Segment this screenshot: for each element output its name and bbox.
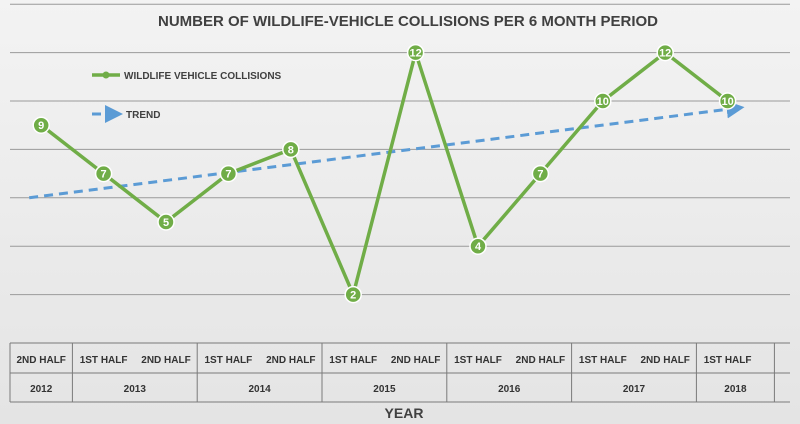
year-label: 2015 bbox=[373, 384, 396, 395]
data-label: 7 bbox=[537, 169, 543, 181]
data-point bbox=[219, 164, 238, 183]
x-axis-title: YEAR bbox=[385, 405, 424, 421]
half-label: 2ND HALF bbox=[391, 355, 440, 366]
data-point bbox=[157, 213, 175, 231]
legend-label-trend: TREND bbox=[126, 110, 160, 121]
half-label: 2ND HALF bbox=[141, 355, 190, 366]
year-label: 2017 bbox=[623, 384, 646, 395]
data-point bbox=[594, 92, 612, 110]
half-label: 1ST HALF bbox=[454, 355, 502, 366]
chart-title: NUMBER OF WILDLIFE-VEHICLE COLLISIONS PE… bbox=[158, 13, 658, 30]
year-label: 2014 bbox=[248, 384, 271, 395]
data-label: 12 bbox=[659, 48, 671, 60]
legend-label-collisions: WILDLIFE VEHICLE COLLISIONS bbox=[124, 71, 282, 82]
year-label: 2016 bbox=[498, 384, 521, 395]
year-label: 2012 bbox=[30, 384, 53, 395]
half-label: 1ST HALF bbox=[329, 355, 377, 366]
data-label: 12 bbox=[409, 48, 421, 60]
legend-marker-collisions bbox=[102, 71, 110, 79]
gridlines bbox=[10, 3, 790, 296]
data-point bbox=[282, 140, 300, 159]
half-label: 1ST HALF bbox=[704, 355, 752, 366]
data-label: 4 bbox=[475, 241, 482, 253]
category-axis: 2012 2013 2014 2015 2016 2017 2018 2ND HALF 1ST … bbox=[9, 342, 790, 403]
data-label: 5 bbox=[163, 217, 169, 229]
half-label: 2ND HALF bbox=[16, 355, 65, 366]
half-label: 2ND HALF bbox=[640, 355, 689, 366]
series-line bbox=[40, 50, 729, 297]
data-point bbox=[344, 285, 362, 304]
data-point bbox=[469, 237, 487, 255]
half-label: 2ND HALF bbox=[516, 355, 565, 366]
data-point bbox=[32, 116, 50, 134]
data-point bbox=[406, 43, 425, 62]
data-label: 7 bbox=[225, 169, 231, 181]
data-point bbox=[656, 43, 674, 62]
half-label: 2ND HALF bbox=[266, 355, 315, 366]
series-layer: 9 7 5 7 8 2 12 4 7 10 12 10 bbox=[29, 43, 745, 304]
half-label: 1ST HALF bbox=[579, 355, 627, 366]
half-label: 1ST HALF bbox=[205, 355, 253, 366]
data-label: 10 bbox=[721, 96, 733, 108]
half-label: 1ST HALF bbox=[80, 355, 128, 366]
data-label: 10 bbox=[597, 96, 609, 108]
data-point bbox=[94, 164, 113, 183]
trend-line bbox=[29, 100, 745, 200]
year-label: 2013 bbox=[124, 384, 147, 395]
data-label: 9 bbox=[38, 120, 44, 132]
legend: WILDLIFE VEHICLE COLLISIONS TREND bbox=[92, 71, 282, 123]
data-label: 7 bbox=[101, 169, 107, 181]
data-label: 2 bbox=[350, 290, 356, 302]
data-label: 8 bbox=[288, 144, 294, 156]
year-label: 2018 bbox=[724, 384, 747, 395]
data-point bbox=[531, 164, 550, 183]
data-point bbox=[718, 92, 737, 110]
